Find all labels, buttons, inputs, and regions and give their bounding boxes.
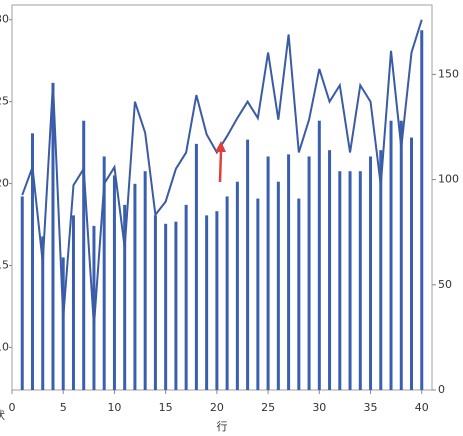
x-tick-label: 20 xyxy=(210,401,224,414)
y-tick-label: 20 xyxy=(0,177,9,190)
bar xyxy=(102,156,106,390)
bar xyxy=(123,204,127,390)
bar xyxy=(215,211,219,390)
bar xyxy=(112,175,116,390)
bar xyxy=(276,181,280,390)
bar xyxy=(287,154,291,390)
y-tick-label: 15 xyxy=(0,258,9,271)
bar xyxy=(420,30,424,390)
bar xyxy=(184,204,188,390)
bar xyxy=(307,156,311,390)
bar xyxy=(246,139,250,390)
bar xyxy=(71,215,75,390)
bar xyxy=(174,221,178,390)
x-tick-label: 40 xyxy=(415,401,429,414)
y2-tick-label: 150 xyxy=(438,67,459,80)
bar xyxy=(348,171,352,390)
x-tick-label: 15 xyxy=(159,401,173,414)
bar xyxy=(235,181,239,390)
bar xyxy=(379,150,383,390)
y-tick-label: 25 xyxy=(0,95,9,108)
bar xyxy=(51,82,55,391)
bar xyxy=(30,133,34,391)
y2-tick-label: 0 xyxy=(438,383,445,396)
bar xyxy=(369,156,373,390)
bar xyxy=(133,183,137,390)
x-tick-label: 10 xyxy=(107,401,121,414)
bar xyxy=(41,236,45,390)
bar xyxy=(61,257,65,390)
bar xyxy=(92,225,96,390)
annotation-arrowhead xyxy=(215,141,226,152)
x-tick-label: 25 xyxy=(261,401,275,414)
bar xyxy=(205,215,209,390)
y2-tick-label: 50 xyxy=(438,278,452,291)
y-axis-title: 状 xyxy=(0,408,5,422)
bar xyxy=(82,120,86,390)
bar xyxy=(338,171,342,390)
x-axis-title: 行 xyxy=(217,420,228,433)
bar xyxy=(20,196,24,390)
bar xyxy=(164,223,168,390)
bar xyxy=(153,215,157,390)
bar xyxy=(410,137,414,390)
y2-tick-label: 100 xyxy=(438,173,459,186)
annotation-arrow xyxy=(218,149,223,183)
y-tick-label: 30 xyxy=(0,13,9,26)
bar xyxy=(328,150,332,390)
bar xyxy=(266,156,270,390)
bar xyxy=(399,120,403,390)
x-tick-label: 30 xyxy=(312,401,326,414)
y-tick-label: 10 xyxy=(0,340,9,353)
bar xyxy=(194,143,198,390)
bar xyxy=(256,198,260,390)
x-tick-label: 35 xyxy=(364,401,378,414)
bar xyxy=(143,171,147,390)
bar xyxy=(317,120,321,390)
bar xyxy=(389,120,393,390)
x-tick-label: 0 xyxy=(9,401,16,414)
bar xyxy=(297,198,301,390)
plot-frame xyxy=(11,4,433,391)
x-tick-label: 5 xyxy=(60,401,67,414)
bar xyxy=(358,171,362,390)
bar xyxy=(225,196,229,390)
